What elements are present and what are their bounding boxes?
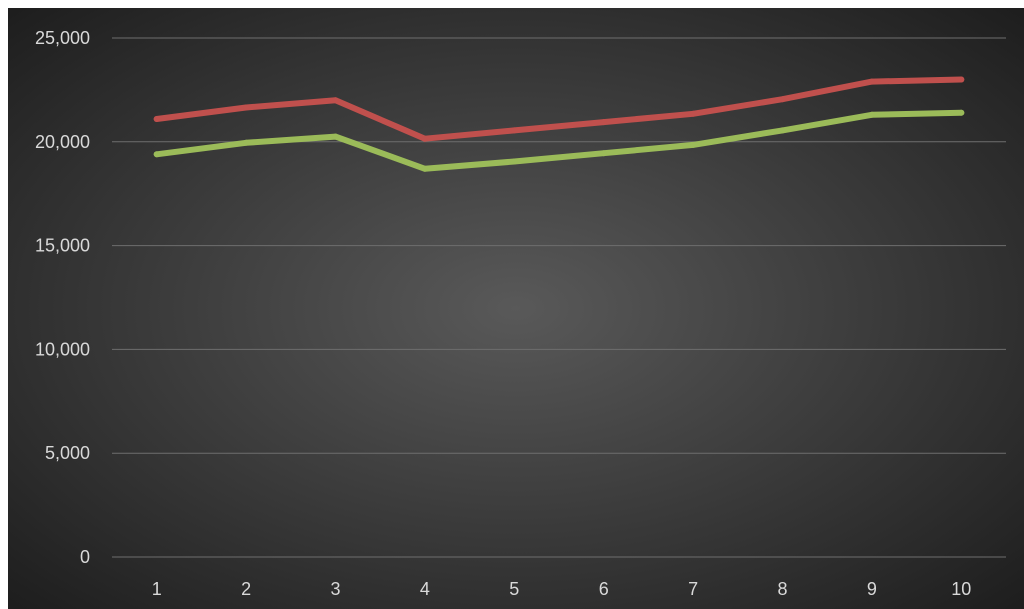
- chart-background: [8, 8, 1024, 609]
- series-1-point: [868, 78, 875, 85]
- series-2-point: [511, 158, 518, 165]
- x-tick-label: 5: [509, 579, 519, 599]
- x-axis-tick-labels: 1 2 3 4 5 6 7 8 9 10: [152, 579, 972, 599]
- x-tick-label: 7: [688, 579, 698, 599]
- series-1-point: [153, 116, 160, 122]
- series-1-point: [332, 97, 339, 104]
- series-1-point: [511, 127, 518, 134]
- x-tick-label: 8: [777, 579, 787, 599]
- y-tick-label: 5,000: [45, 443, 90, 463]
- x-tick-label: 4: [420, 579, 430, 599]
- x-tick-label: 9: [867, 579, 877, 599]
- x-tick-label: 1: [152, 579, 162, 599]
- y-tick-label: 10,000: [35, 339, 90, 359]
- series-2-point: [779, 127, 786, 134]
- x-tick-label: 3: [330, 579, 340, 599]
- series-1-point: [243, 104, 250, 111]
- series-2-point: [600, 150, 607, 157]
- series-1-point: [421, 135, 428, 142]
- y-tick-label: 25,000: [35, 28, 90, 48]
- series-2-point: [332, 133, 339, 140]
- series-2-point: [421, 165, 428, 172]
- series-lines: [153, 76, 965, 172]
- series-2-point: [690, 141, 697, 148]
- series-2-point: [958, 109, 965, 116]
- series-2-point: [153, 151, 160, 158]
- series-line-2: [153, 109, 965, 172]
- y-tick-label: 15,000: [35, 236, 90, 256]
- series-1-point: [690, 110, 697, 117]
- series-1-point: [958, 76, 965, 83]
- series-line-1: [153, 76, 965, 142]
- series-1-point: [600, 119, 607, 126]
- y-tick-label: 20,000: [35, 132, 90, 152]
- x-tick-label: 2: [241, 579, 251, 599]
- x-tick-label: 10: [951, 579, 971, 599]
- x-tick-label: 6: [599, 579, 609, 599]
- series-2-point: [868, 111, 875, 118]
- y-tick-label: 0: [80, 547, 90, 567]
- y-axis-tick-labels: 0 5,000 10,000 15,000 20,000 25,000: [35, 28, 90, 567]
- series-1-point: [779, 96, 786, 103]
- series-2-point: [243, 139, 250, 146]
